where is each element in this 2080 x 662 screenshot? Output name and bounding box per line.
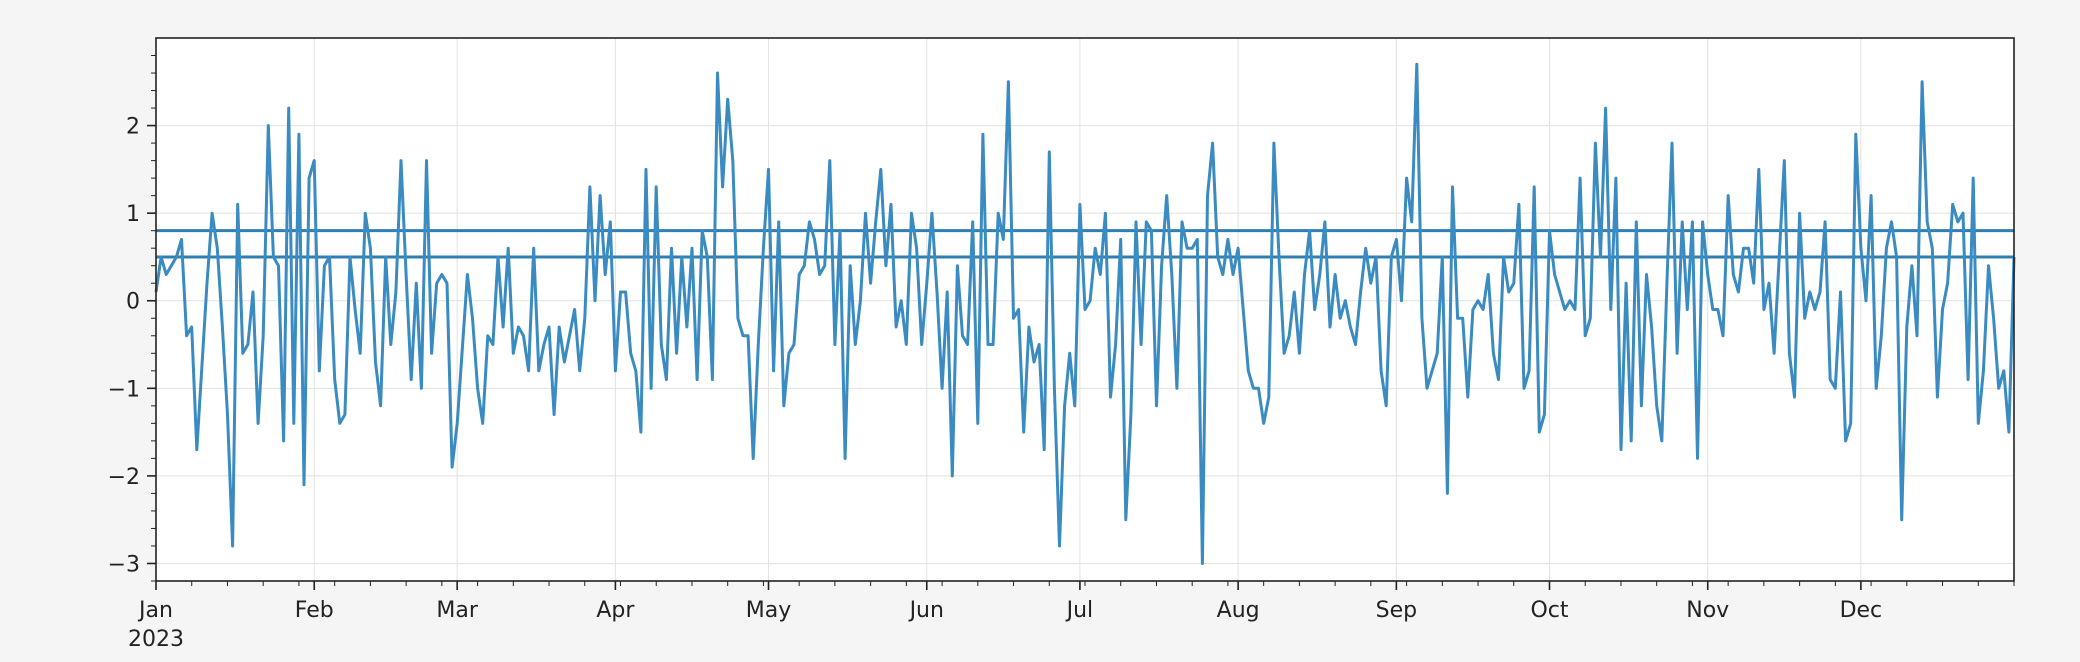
y-tick-label: −2	[108, 465, 140, 490]
x-tick-label: Jul	[1065, 598, 1094, 623]
y-axis-ticks: −3 −2 −1 0 1 2	[108, 55, 156, 582]
y-tick-label: −3	[108, 552, 140, 577]
y-tick-label: 1	[126, 202, 140, 227]
x-axis-ticks: Jan Feb Mar Apr May Jun Jul Aug Sep Oct Nov Dec	[137, 581, 2015, 623]
x-tick-label: Nov	[1686, 598, 1729, 623]
x-tick-label: Dec	[1840, 598, 1883, 623]
y-tick-label: −1	[108, 377, 140, 402]
y-tick-label: 2	[126, 115, 140, 140]
x-tick-label: Oct	[1530, 598, 1568, 623]
y-tick-label: 0	[126, 290, 140, 315]
x-tick-label: Sep	[1376, 598, 1417, 623]
x-tick-label: Apr	[596, 598, 635, 623]
x-axis-year-label: 2023	[128, 627, 184, 652]
x-tick-label: Jun	[908, 598, 944, 623]
series-line	[154, 62, 2016, 565]
x-tick-label: Aug	[1217, 598, 1260, 623]
series	[154, 62, 2016, 565]
x-tick-label: Jan	[137, 598, 173, 623]
x-tick-label: Mar	[436, 598, 478, 623]
x-tick-label: May	[746, 598, 791, 623]
x-tick-label: Feb	[295, 598, 334, 623]
